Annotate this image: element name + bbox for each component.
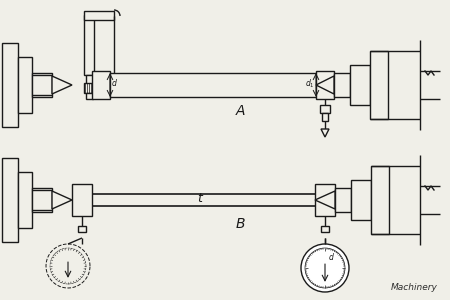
Bar xyxy=(78,226,86,232)
Circle shape xyxy=(305,248,345,288)
Bar xyxy=(110,73,330,97)
Bar xyxy=(84,83,94,93)
Bar xyxy=(32,188,52,212)
Bar xyxy=(32,73,52,97)
Bar xyxy=(322,113,328,121)
Polygon shape xyxy=(52,76,72,94)
Bar xyxy=(334,73,350,97)
Bar xyxy=(315,184,335,216)
Bar xyxy=(350,65,370,105)
Bar xyxy=(86,75,94,84)
Text: d: d xyxy=(112,80,117,88)
Polygon shape xyxy=(52,191,72,209)
Text: Machinery: Machinery xyxy=(391,283,438,292)
Polygon shape xyxy=(321,129,329,137)
Bar xyxy=(351,180,371,220)
Bar xyxy=(18,172,32,228)
Bar xyxy=(84,11,114,20)
Circle shape xyxy=(301,244,349,292)
Text: $d_1$: $d_1$ xyxy=(305,78,315,90)
Bar xyxy=(370,51,388,119)
Text: d: d xyxy=(329,253,334,262)
Bar xyxy=(84,15,94,75)
Bar xyxy=(321,226,329,232)
Polygon shape xyxy=(315,191,335,209)
Bar xyxy=(2,158,18,242)
Bar xyxy=(18,57,32,113)
Text: B: B xyxy=(235,217,245,231)
Bar xyxy=(86,93,93,99)
Bar xyxy=(2,43,18,127)
Bar xyxy=(316,71,334,99)
Bar xyxy=(335,188,351,212)
Text: A: A xyxy=(235,104,245,118)
Bar xyxy=(320,105,330,113)
Polygon shape xyxy=(316,76,334,94)
Bar xyxy=(92,71,110,99)
Text: t: t xyxy=(198,193,203,206)
Bar xyxy=(371,166,389,234)
Bar xyxy=(72,184,92,216)
